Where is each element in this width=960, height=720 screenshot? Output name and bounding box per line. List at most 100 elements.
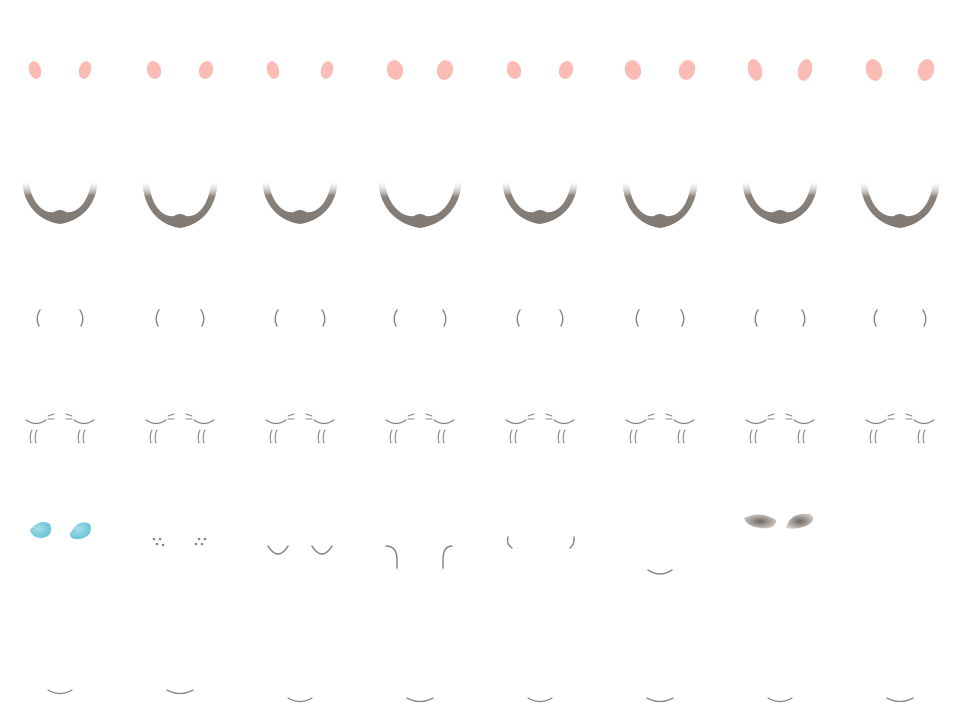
closed-eye-curve [313, 419, 335, 425]
mouth-curve [166, 689, 194, 695]
eye-shadow-right [786, 513, 814, 529]
bracket-left [506, 536, 513, 549]
closed-eye-curve [73, 419, 95, 425]
freckle-dot [161, 543, 165, 547]
mouth-curve [886, 697, 914, 703]
beard-shape [742, 180, 818, 224]
brow-right-stroke [321, 309, 326, 327]
blush-right-mark [198, 61, 214, 79]
tear-streak-line [274, 429, 278, 444]
tear-streak-line [749, 429, 753, 444]
tear-streak-line [29, 429, 33, 444]
eyelash-stroke [527, 413, 535, 417]
closed-eye-curve [673, 419, 695, 425]
eyelash-stroke [305, 413, 313, 417]
mouth-curve [287, 697, 313, 703]
tear-streak-line [874, 429, 878, 444]
tear-streak-line [922, 429, 926, 444]
blush-right-mark [558, 61, 574, 79]
tear-streak-line [394, 429, 398, 444]
tear-streak-line [802, 429, 806, 444]
freckle-dot [200, 542, 204, 546]
bracket-right [569, 536, 575, 549]
blush-left-mark [28, 61, 42, 79]
brow-left-stroke [754, 309, 759, 327]
eyelash-stroke [887, 413, 895, 417]
blush-left-mark [624, 60, 642, 80]
smile-curve-left [267, 545, 289, 555]
brow-left-stroke [393, 309, 398, 327]
closed-eye-curve [745, 419, 767, 425]
closed-eye-curve [913, 419, 935, 425]
eyelash-stroke [287, 413, 295, 417]
tear-streak-line [389, 429, 393, 444]
tear-streak-line [557, 429, 561, 444]
eyelash-stroke [167, 413, 175, 417]
tear-streak-line [82, 429, 86, 444]
blush-left-mark [146, 61, 162, 79]
blush-right-mark [917, 59, 935, 81]
tear-streak-line [77, 429, 81, 444]
tear-streak-line [437, 429, 441, 444]
tear-streak-line [442, 429, 446, 444]
mouth-curve [47, 689, 73, 695]
hook-line-left [385, 545, 398, 569]
eyelash-stroke [785, 413, 793, 417]
brow-left-stroke [274, 309, 279, 327]
eyelash-stroke [905, 413, 913, 417]
tear-streak-line [562, 429, 566, 444]
blush-right-mark [678, 60, 696, 80]
tear-streak-line [797, 429, 801, 444]
freckle-dot [152, 537, 156, 541]
freckle-dot [197, 537, 201, 541]
eye-shadow-left [744, 514, 776, 529]
eyelash-stroke [767, 413, 775, 417]
beard-shape [22, 180, 98, 224]
closed-eye-curve [25, 419, 47, 425]
tear-streak-line [197, 429, 201, 444]
tear-streak-line [629, 429, 633, 444]
mouth-curve [406, 697, 434, 703]
brow-right-stroke [680, 309, 685, 327]
tear-streak-line [634, 429, 638, 444]
blush-right-mark [436, 60, 454, 80]
brow-right-stroke [801, 309, 806, 327]
eyelash-stroke [407, 413, 415, 417]
brow-right-stroke [442, 309, 447, 327]
brow-right-stroke [559, 309, 564, 327]
tear-streak-line [754, 429, 758, 444]
closed-eye-curve [553, 419, 575, 425]
tear-streak-line [322, 429, 326, 444]
freckle-dot [155, 542, 159, 546]
beard-shape [142, 180, 218, 228]
blush-right-mark [78, 61, 92, 79]
brow-left-stroke [155, 309, 160, 327]
blush-left-mark [865, 59, 883, 81]
tear-streak-line [869, 429, 873, 444]
blush-left-mark [747, 59, 763, 81]
mouth-curve [767, 697, 793, 703]
eyelash-stroke [47, 413, 55, 417]
closed-eye-curve [625, 419, 647, 425]
tear-streak-line [34, 429, 38, 444]
tear-streak-line [154, 429, 158, 444]
freckle-dot [194, 542, 198, 546]
tear-streak-line [317, 429, 321, 444]
closed-eye-curve [505, 419, 527, 425]
blush-right-mark [320, 61, 334, 79]
eyelash-stroke [425, 413, 433, 417]
blush-left-mark [506, 61, 522, 79]
beard-shape [502, 180, 578, 224]
brow-left-stroke [516, 309, 521, 327]
eyelash-stroke [545, 413, 553, 417]
blush-left-mark [266, 61, 280, 79]
eyelash-stroke [65, 413, 73, 417]
closed-eye-curve [385, 419, 407, 425]
freckle-dot [203, 537, 207, 541]
closed-eye-curve [793, 419, 815, 425]
tear-streak-line [682, 429, 686, 444]
tear-streak-line [917, 429, 921, 444]
closed-eye-curve [265, 419, 287, 425]
